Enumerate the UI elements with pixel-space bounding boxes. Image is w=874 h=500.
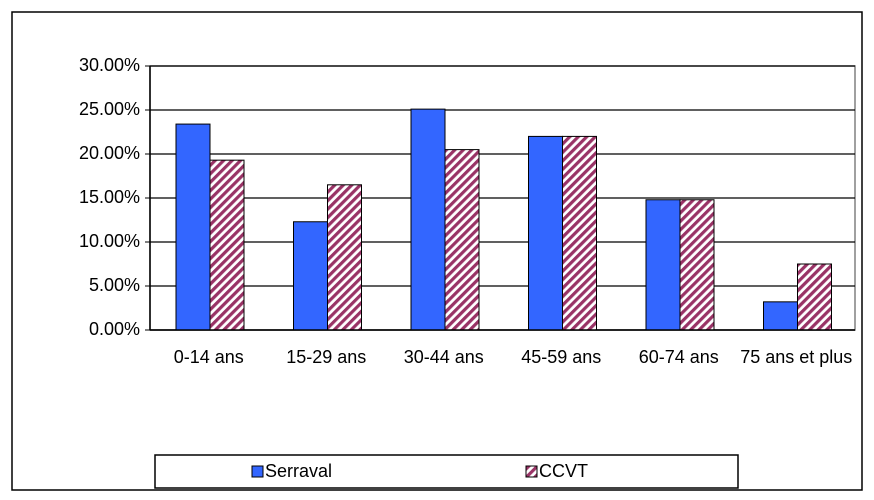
y-tick-label: 0.00%: [89, 319, 140, 339]
x-tick-label: 45-59 ans: [521, 347, 601, 367]
bar: [763, 301, 798, 331]
legend-box: [154, 454, 739, 489]
x-tick-label: 0-14 ans: [174, 347, 244, 367]
bar: [327, 184, 362, 331]
x-tick-label: 15-29 ans: [286, 347, 366, 367]
legend-swatch: [525, 465, 538, 478]
bar: [410, 108, 446, 331]
bar: [562, 135, 597, 331]
y-tick-label: 30.00%: [79, 55, 140, 75]
x-tick-label: 60-74 ans: [639, 347, 719, 367]
legend-swatch: [251, 465, 264, 478]
y-tick-label: 20.00%: [79, 143, 140, 163]
y-tick-label: 15.00%: [79, 187, 140, 207]
y-tick-label: 10.00%: [79, 231, 140, 251]
bar: [209, 159, 245, 331]
y-tick-label: 5.00%: [89, 275, 140, 295]
bar: [444, 149, 480, 331]
bar: [797, 263, 832, 331]
y-tick-label: 25.00%: [79, 99, 140, 119]
legend-label: CCVT: [539, 461, 588, 481]
bar: [528, 135, 563, 331]
bar: [645, 199, 681, 331]
x-tick-label: 75 ans et plus: [740, 347, 852, 367]
bar: [679, 199, 715, 331]
x-tick-label: 30-44 ans: [404, 347, 484, 367]
bar: [175, 123, 211, 331]
bar: [293, 221, 328, 331]
legend-label: Serraval: [265, 461, 332, 481]
